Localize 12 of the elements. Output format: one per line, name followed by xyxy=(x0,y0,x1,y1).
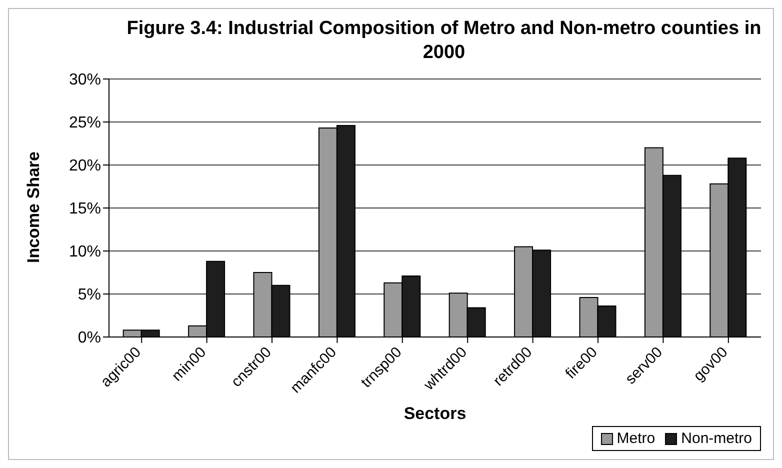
y-tick-label: 0% xyxy=(78,330,101,347)
legend-label: Non-metro xyxy=(680,430,752,447)
y-tick-label: 30% xyxy=(68,72,101,89)
y-tick-label: 15% xyxy=(68,200,101,218)
x-axis-title: Sectors xyxy=(404,404,466,423)
y-tick-label: 5% xyxy=(78,286,101,304)
chart-title: Figure 3.4: Industrial Composition of Metro and Non-metro counties in 2000 xyxy=(126,17,762,65)
y-axis-title: Income Share xyxy=(24,152,44,263)
y-tick-label: 10% xyxy=(68,244,101,261)
y-tick-label: 25% xyxy=(68,114,101,132)
legend-label: Metro xyxy=(616,430,656,447)
y-tick-label: 20% xyxy=(68,158,101,175)
